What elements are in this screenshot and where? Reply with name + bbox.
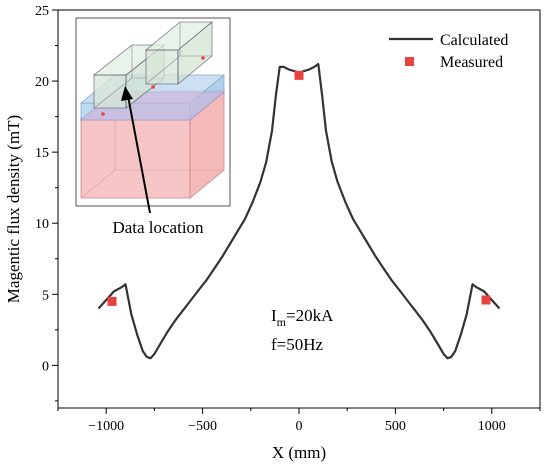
y-tick-label: 20 <box>35 75 49 90</box>
y-tick-label: 5 <box>42 288 49 303</box>
arrow-head <box>121 86 133 101</box>
x-tick-label: −500 <box>188 419 217 434</box>
arrow-shaft <box>127 95 151 214</box>
inset-label: Data location <box>112 218 204 237</box>
series-markers-measured <box>107 70 491 306</box>
legend-label-measured: Measured <box>440 54 503 71</box>
data-point-middle <box>151 85 155 89</box>
x-axis-title: X (mm) <box>272 443 326 462</box>
data-point-right <box>201 56 205 60</box>
x-tick-label: 1000 <box>478 419 506 434</box>
inset-diagram <box>75 17 231 214</box>
y-tick-label: 25 <box>35 4 49 19</box>
annotation-current: Im=20kA <box>271 306 334 329</box>
x-axis-ticks: −1000 −500 0 500 1000 <box>57 408 541 434</box>
legend-marker-measured <box>405 57 414 66</box>
measured-point <box>294 70 304 80</box>
x-tick-label: 0 <box>296 419 303 434</box>
measured-point <box>481 295 491 305</box>
annotation-frequency: f=50Hz <box>271 335 324 354</box>
conductor-box-right <box>144 21 214 85</box>
x-tick-label: 500 <box>385 419 406 434</box>
measured-point <box>107 296 117 306</box>
y-tick-label: 10 <box>35 217 49 232</box>
y-axis-ticks: 0 5 10 15 20 25 <box>35 4 58 402</box>
y-tick-label: 15 <box>35 146 49 161</box>
y-tick-label: 0 <box>42 359 49 374</box>
data-point-left <box>101 112 105 116</box>
legend: Calculated Measured <box>389 32 508 71</box>
legend-label-calculated: Calculated <box>440 32 508 49</box>
y-axis-title: Magentic flux density (mT) <box>4 115 23 303</box>
x-tick-label: −1000 <box>88 419 124 434</box>
